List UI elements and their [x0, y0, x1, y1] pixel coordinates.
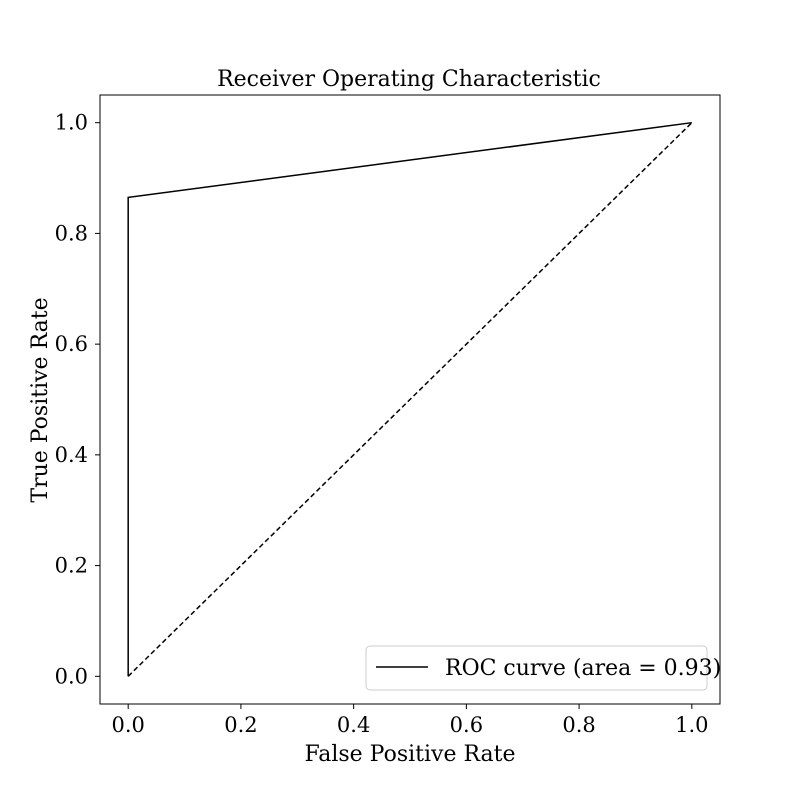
plot-area — [99, 94, 721, 705]
roc-curve-line — [127, 121, 692, 677]
legend-box — [365, 645, 708, 691]
x-tick-label: 0.0 — [111, 713, 144, 737]
y-tick-label: 0.6 — [55, 332, 88, 356]
x-tick-label: 0.6 — [450, 713, 483, 737]
y-axis-ticks: 0.0 0.2 0.4 0.6 0.8 1.0 — [55, 111, 100, 688]
y-tick-label: 0.2 — [55, 554, 88, 578]
y-tick-label: 0.0 — [55, 664, 88, 688]
x-tick-label: 1.0 — [675, 713, 708, 737]
chart-title: Receiver Operating Characteristic — [217, 67, 601, 92]
x-tick-label: 0.8 — [562, 713, 595, 737]
legend-label: ROC curve (area = 0.93) — [445, 656, 721, 681]
chance-diagonal-line — [127, 122, 693, 677]
x-tick-label: 0.4 — [337, 713, 370, 737]
legend: ROC curve (area = 0.93) — [365, 645, 721, 691]
x-axis-ticks: 0.0 0.2 0.4 0.6 0.8 1.0 — [111, 704, 709, 737]
y-tick-label: 1.0 — [55, 111, 88, 135]
series-layer — [127, 121, 693, 677]
y-tick-label: 0.4 — [55, 443, 88, 467]
plot-frame — [99, 94, 721, 705]
y-tick-label: 0.8 — [55, 221, 88, 245]
y-axis-title: True Positive Rate — [28, 297, 53, 502]
x-tick-label: 0.2 — [224, 713, 257, 737]
x-axis-title: False Positive Rate — [304, 742, 515, 767]
